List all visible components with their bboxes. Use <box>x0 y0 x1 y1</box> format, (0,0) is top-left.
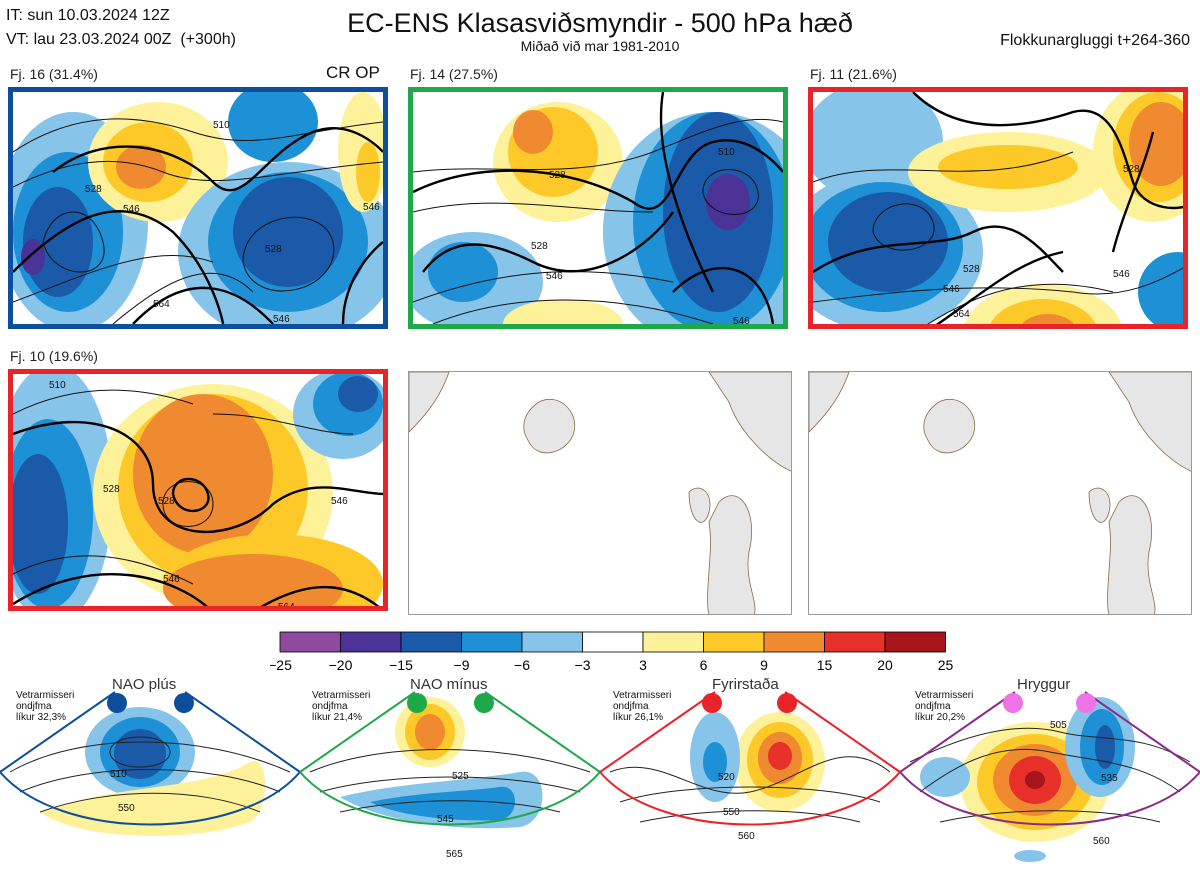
regime-4-dot-right <box>1076 693 1096 713</box>
regime-1-info: Vetrarmisseri ondjfma líkur 32,3% <box>16 690 75 723</box>
cluster-3-label: Fj. 11 (21.6%) <box>810 66 897 82</box>
regime-4-frame <box>899 691 1200 826</box>
svg-text:528: 528 <box>1123 164 1140 175</box>
svg-text:528: 528 <box>265 244 282 255</box>
svg-text:546: 546 <box>546 271 563 282</box>
colorbar-cell <box>461 631 523 653</box>
colorbar-tick-label: 25 <box>938 657 954 673</box>
valid-time: VT: lau 23.03.2024 00Z (+300h) <box>6 31 236 48</box>
svg-text:546: 546 <box>1113 269 1130 280</box>
colorbar-tick-label: −25 <box>270 657 292 673</box>
page-title: EC-ENS Klasasviðsmyndir - 500 hPa hæð <box>347 8 853 38</box>
svg-text:546: 546 <box>733 316 750 324</box>
regime-3-dot-right <box>777 693 797 713</box>
colorbar-cell <box>824 631 886 653</box>
cluster-map-2: 528 510 528 546 546 <box>408 87 788 329</box>
colorbar-tick-label: −20 <box>329 657 353 673</box>
svg-text:546: 546 <box>163 574 180 585</box>
regime-4-contour-label: 535 <box>1101 773 1118 784</box>
colorbar-tick-label: 9 <box>760 657 768 673</box>
regime-3-info: Vetrarmisseri ondjfma líkur 26,1% <box>613 690 672 723</box>
regime-4-dot-left <box>1003 693 1023 713</box>
regime-4-contour-label: 505 <box>1050 720 1067 731</box>
colorbar-ticks: −25 −20 −15 −9 −6 −3 3 6 9 15 20 25 <box>270 657 953 673</box>
regime-3-title: Fyrirstaða <box>712 676 779 693</box>
colorbar-tick-label: 3 <box>639 657 647 673</box>
cluster-1-label: Fj. 16 (31.4%) <box>10 66 98 82</box>
regime-2-contour-label: 565 <box>446 849 463 860</box>
svg-text:564: 564 <box>953 309 970 320</box>
cluster-map-4: 510 528 528 546 546 564 <box>8 369 388 611</box>
regime-4-title: Hryggur <box>1017 676 1071 693</box>
regime-3-contour-label: 550 <box>723 807 740 818</box>
regime-2-info: Vetrarmisseri ondjfma líkur 21,4% <box>312 690 371 723</box>
svg-text:546: 546 <box>943 284 960 295</box>
regime-3-frame <box>599 691 901 826</box>
svg-text:510: 510 <box>718 147 735 158</box>
svg-text:528: 528 <box>158 496 175 507</box>
regime-2-title: NAO mínus <box>410 676 488 693</box>
svg-text:546: 546 <box>123 204 140 215</box>
colorbar-cell <box>582 631 644 653</box>
regime-3-contour-label: 520 <box>718 772 735 783</box>
cluster-map-3: 528 546 564 528 546 <box>808 87 1188 329</box>
regime-1-frame <box>0 691 301 826</box>
regime-panels <box>0 691 1200 862</box>
regime-2-contour-label: 525 <box>452 771 469 782</box>
colorbar-cell <box>763 631 825 653</box>
colorbar-tick-label: −3 <box>575 657 591 673</box>
regime-4-info: Vetrarmisseri ondjfma líkur 20,2% <box>915 690 974 723</box>
regime-1-dot-left <box>107 693 127 713</box>
regime-2-contour-label: 545 <box>437 814 454 825</box>
svg-text:510: 510 <box>49 380 66 391</box>
svg-text:546: 546 <box>273 314 290 324</box>
svg-text:528: 528 <box>103 484 120 495</box>
regime-2-dot-right <box>474 693 494 713</box>
colorbar-cell <box>642 631 704 653</box>
regime-4-contour-label: 560 <box>1093 836 1110 847</box>
colorbar-tick-label: 20 <box>877 657 893 673</box>
svg-text:510: 510 <box>213 120 230 131</box>
cluster-4-label: Fj. 10 (19.6%) <box>10 348 98 364</box>
colorbar-cells <box>279 631 946 653</box>
svg-text:528: 528 <box>963 264 980 275</box>
colorbar-tick-label: −15 <box>389 657 413 673</box>
colorbar-tick-label: 15 <box>817 657 833 673</box>
colorbar-tick-label: −9 <box>454 657 470 673</box>
regime-1-contour-label: 510 <box>110 769 127 780</box>
empty-map-6 <box>808 371 1192 615</box>
empty-map-5 <box>408 371 792 615</box>
svg-text:564: 564 <box>153 299 170 310</box>
colorbar-cell <box>400 631 462 653</box>
regime-1-title: NAO plús <box>112 676 177 693</box>
colorbar-cell <box>521 631 583 653</box>
svg-text:546: 546 <box>331 496 348 507</box>
regime-2-frame <box>299 691 601 826</box>
colorbar-cell <box>279 631 341 653</box>
colorbar-cell <box>884 631 946 653</box>
colorbar-tick-label: −6 <box>514 657 530 673</box>
svg-text:528: 528 <box>531 241 548 252</box>
colorbar: −25 −20 −15 −9 −6 −3 3 6 9 15 20 25 <box>270 631 953 673</box>
cluster-1-extra: CR OP <box>326 63 380 82</box>
regime-2-dot-left <box>407 693 427 713</box>
colorbar-tick-label: 6 <box>700 657 708 673</box>
svg-text:546: 546 <box>363 202 380 213</box>
regime-3-dot-left <box>702 693 722 713</box>
svg-text:564: 564 <box>278 602 295 611</box>
svg-text:528: 528 <box>85 184 102 195</box>
regime-1-dot-right <box>174 693 194 713</box>
initial-time: IT: sun 10.03.2024 12Z <box>6 7 170 24</box>
cluster-map-1: 510 528 546 564 546 528 546 <box>8 87 388 329</box>
clustering-window: Flokkunargluggi t+264-360 <box>1000 32 1190 49</box>
regime-3-contour-label: 560 <box>738 831 755 842</box>
svg-text:528: 528 <box>549 170 566 181</box>
cluster-2-label: Fj. 14 (27.5%) <box>410 66 498 82</box>
regime-1-contour-label: 550 <box>118 803 135 814</box>
colorbar-cell <box>703 631 765 653</box>
colorbar-cell <box>340 631 402 653</box>
page-subtitle: Miðað við mar 1981-2010 <box>520 38 680 54</box>
